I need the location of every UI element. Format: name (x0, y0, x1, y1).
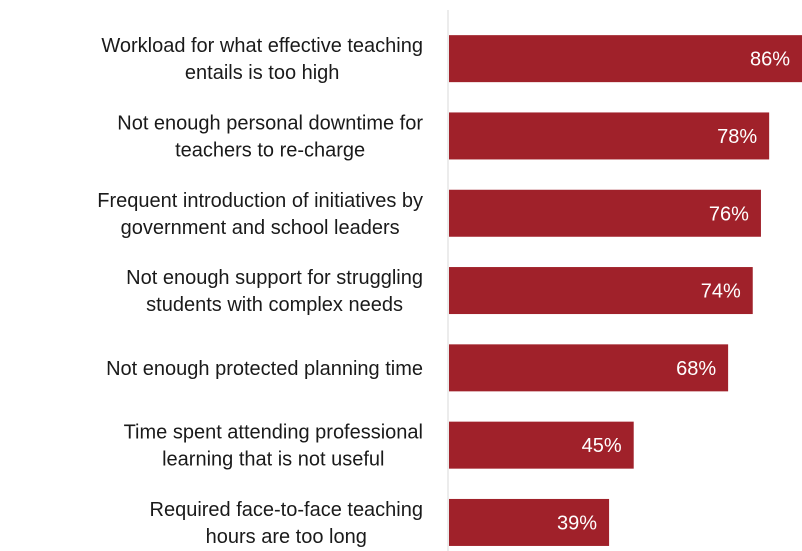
category-label-1-line-1: teachers to re-charge (175, 139, 365, 161)
data-label-0: 86% (750, 49, 790, 71)
category-label-5-line-1: learning that is not useful (162, 449, 384, 471)
bar-1 (449, 112, 770, 160)
category-label-4-line-0: Not enough protected planning time (106, 358, 423, 380)
data-label-3: 74% (701, 281, 741, 303)
data-label-4: 68% (676, 358, 716, 380)
bar-0 (449, 35, 802, 83)
bar-2 (449, 189, 761, 237)
category-label-0-line-0: Workload for what effective teaching (101, 35, 423, 57)
data-label-2: 76% (709, 203, 749, 225)
data-label-6: 39% (557, 512, 597, 534)
data-label-1: 78% (717, 126, 757, 148)
category-label-0-line-1: entails is too high (185, 62, 340, 84)
data-label-5: 45% (582, 435, 622, 457)
category-label-2-line-1: government and school leaders (121, 217, 400, 239)
category-label-1-line-0: Not enough personal downtime for (117, 112, 423, 134)
bars-group: 86% 78% 76% 74% 68% 45% 39% (449, 35, 802, 546)
bar-5 (449, 421, 634, 469)
category-label-3-line-1: students with complex needs (146, 294, 403, 316)
bar-4 (449, 344, 729, 392)
category-label-2-line-0: Frequent introduction of initiatives by (97, 190, 423, 212)
bar-3 (449, 267, 753, 315)
category-label-6-line-0: Required face-to-face teaching (150, 499, 424, 521)
category-label-3-line-0: Not enough support for struggling (126, 267, 423, 289)
category-labels-group: Workload for what effective teaching enta… (97, 35, 423, 548)
bar-6 (449, 498, 610, 546)
category-label-6-line-1: hours are too long (206, 526, 367, 548)
category-label-5-line-0: Time spent attending professional (124, 422, 423, 444)
